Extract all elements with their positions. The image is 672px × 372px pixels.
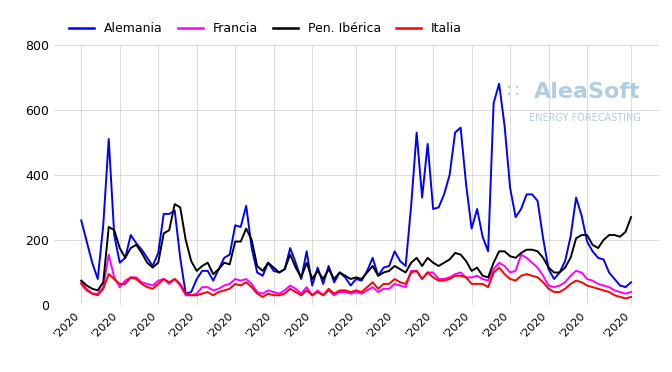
Italia — [407, 270, 415, 275]
Alemania — [413, 130, 421, 135]
Alemania — [181, 291, 190, 296]
Line: Pen. Ibérica: Pen. Ibérica — [81, 204, 631, 291]
Francia — [418, 277, 426, 281]
Italia — [462, 275, 470, 280]
Pen. Ibérica — [627, 215, 635, 219]
Pen. Ibérica — [501, 249, 509, 254]
Line: Alemania: Alemania — [81, 84, 631, 294]
Pen. Ibérica — [93, 288, 101, 293]
Pen. Ibérica — [473, 265, 481, 270]
Italia — [622, 296, 630, 301]
Alemania — [468, 226, 476, 231]
Italia — [330, 291, 338, 296]
Alemania — [495, 81, 503, 86]
Pen. Ibérica — [171, 202, 179, 206]
Pen. Ibérica — [341, 273, 349, 278]
Alemania — [627, 280, 635, 285]
Text: ∷: ∷ — [507, 82, 519, 101]
Francia — [121, 278, 129, 283]
Francia — [105, 252, 113, 257]
Francia — [627, 290, 635, 294]
Francia — [77, 280, 85, 285]
Francia — [181, 293, 190, 298]
Alemania — [77, 218, 85, 222]
Francia — [473, 273, 481, 278]
Legend: Alemania, Francia, Pen. Ibérica, Italia: Alemania, Francia, Pen. Ibérica, Italia — [64, 17, 467, 40]
Pen. Ibérica — [121, 256, 129, 260]
Alemania — [501, 124, 509, 128]
Pen. Ibérica — [226, 262, 234, 267]
Italia — [214, 290, 222, 294]
Text: AleaSoft: AleaSoft — [534, 81, 640, 102]
Alemania — [335, 270, 343, 275]
Pen. Ibérica — [418, 264, 426, 268]
Alemania — [220, 256, 228, 260]
Line: Italia: Italia — [81, 267, 631, 298]
Francia — [341, 290, 349, 294]
Alemania — [116, 260, 124, 265]
Line: Francia: Francia — [81, 254, 631, 295]
Pen. Ibérica — [77, 278, 85, 283]
Italia — [627, 295, 635, 299]
Italia — [495, 265, 503, 270]
Italia — [116, 282, 124, 286]
Text: ENERGY FORECASTING: ENERGY FORECASTING — [529, 113, 640, 122]
Francia — [501, 264, 509, 268]
Italia — [77, 282, 85, 286]
Italia — [490, 270, 498, 275]
Francia — [226, 282, 234, 286]
